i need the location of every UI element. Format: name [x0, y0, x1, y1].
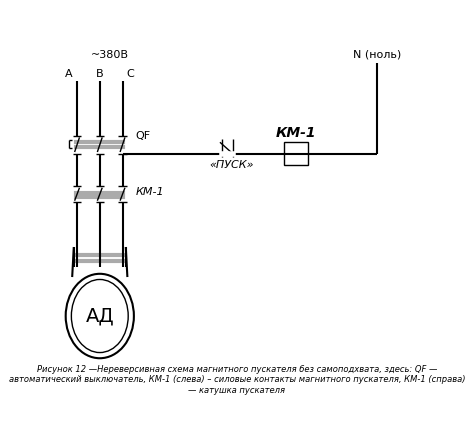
Text: КМ-1: КМ-1	[276, 126, 317, 140]
Text: ~380В: ~380В	[91, 50, 128, 60]
Text: «ПУСК»: «ПУСК»	[209, 160, 254, 170]
Text: АД: АД	[85, 307, 114, 326]
Text: N (ноль): N (ноль)	[353, 50, 401, 60]
Text: КМ-1: КМ-1	[136, 187, 164, 197]
Ellipse shape	[66, 274, 134, 358]
Text: B: B	[96, 69, 104, 79]
Ellipse shape	[72, 279, 128, 353]
Bar	[284, 142, 309, 165]
Text: C: C	[127, 69, 134, 79]
Text: QF: QF	[136, 131, 151, 141]
Text: Рисунок 12 —Нереверсивная схема магнитного пускателя без самоподхвата, здесь: QF: Рисунок 12 —Нереверсивная схема магнитно…	[9, 365, 465, 395]
Text: A: A	[65, 69, 73, 79]
